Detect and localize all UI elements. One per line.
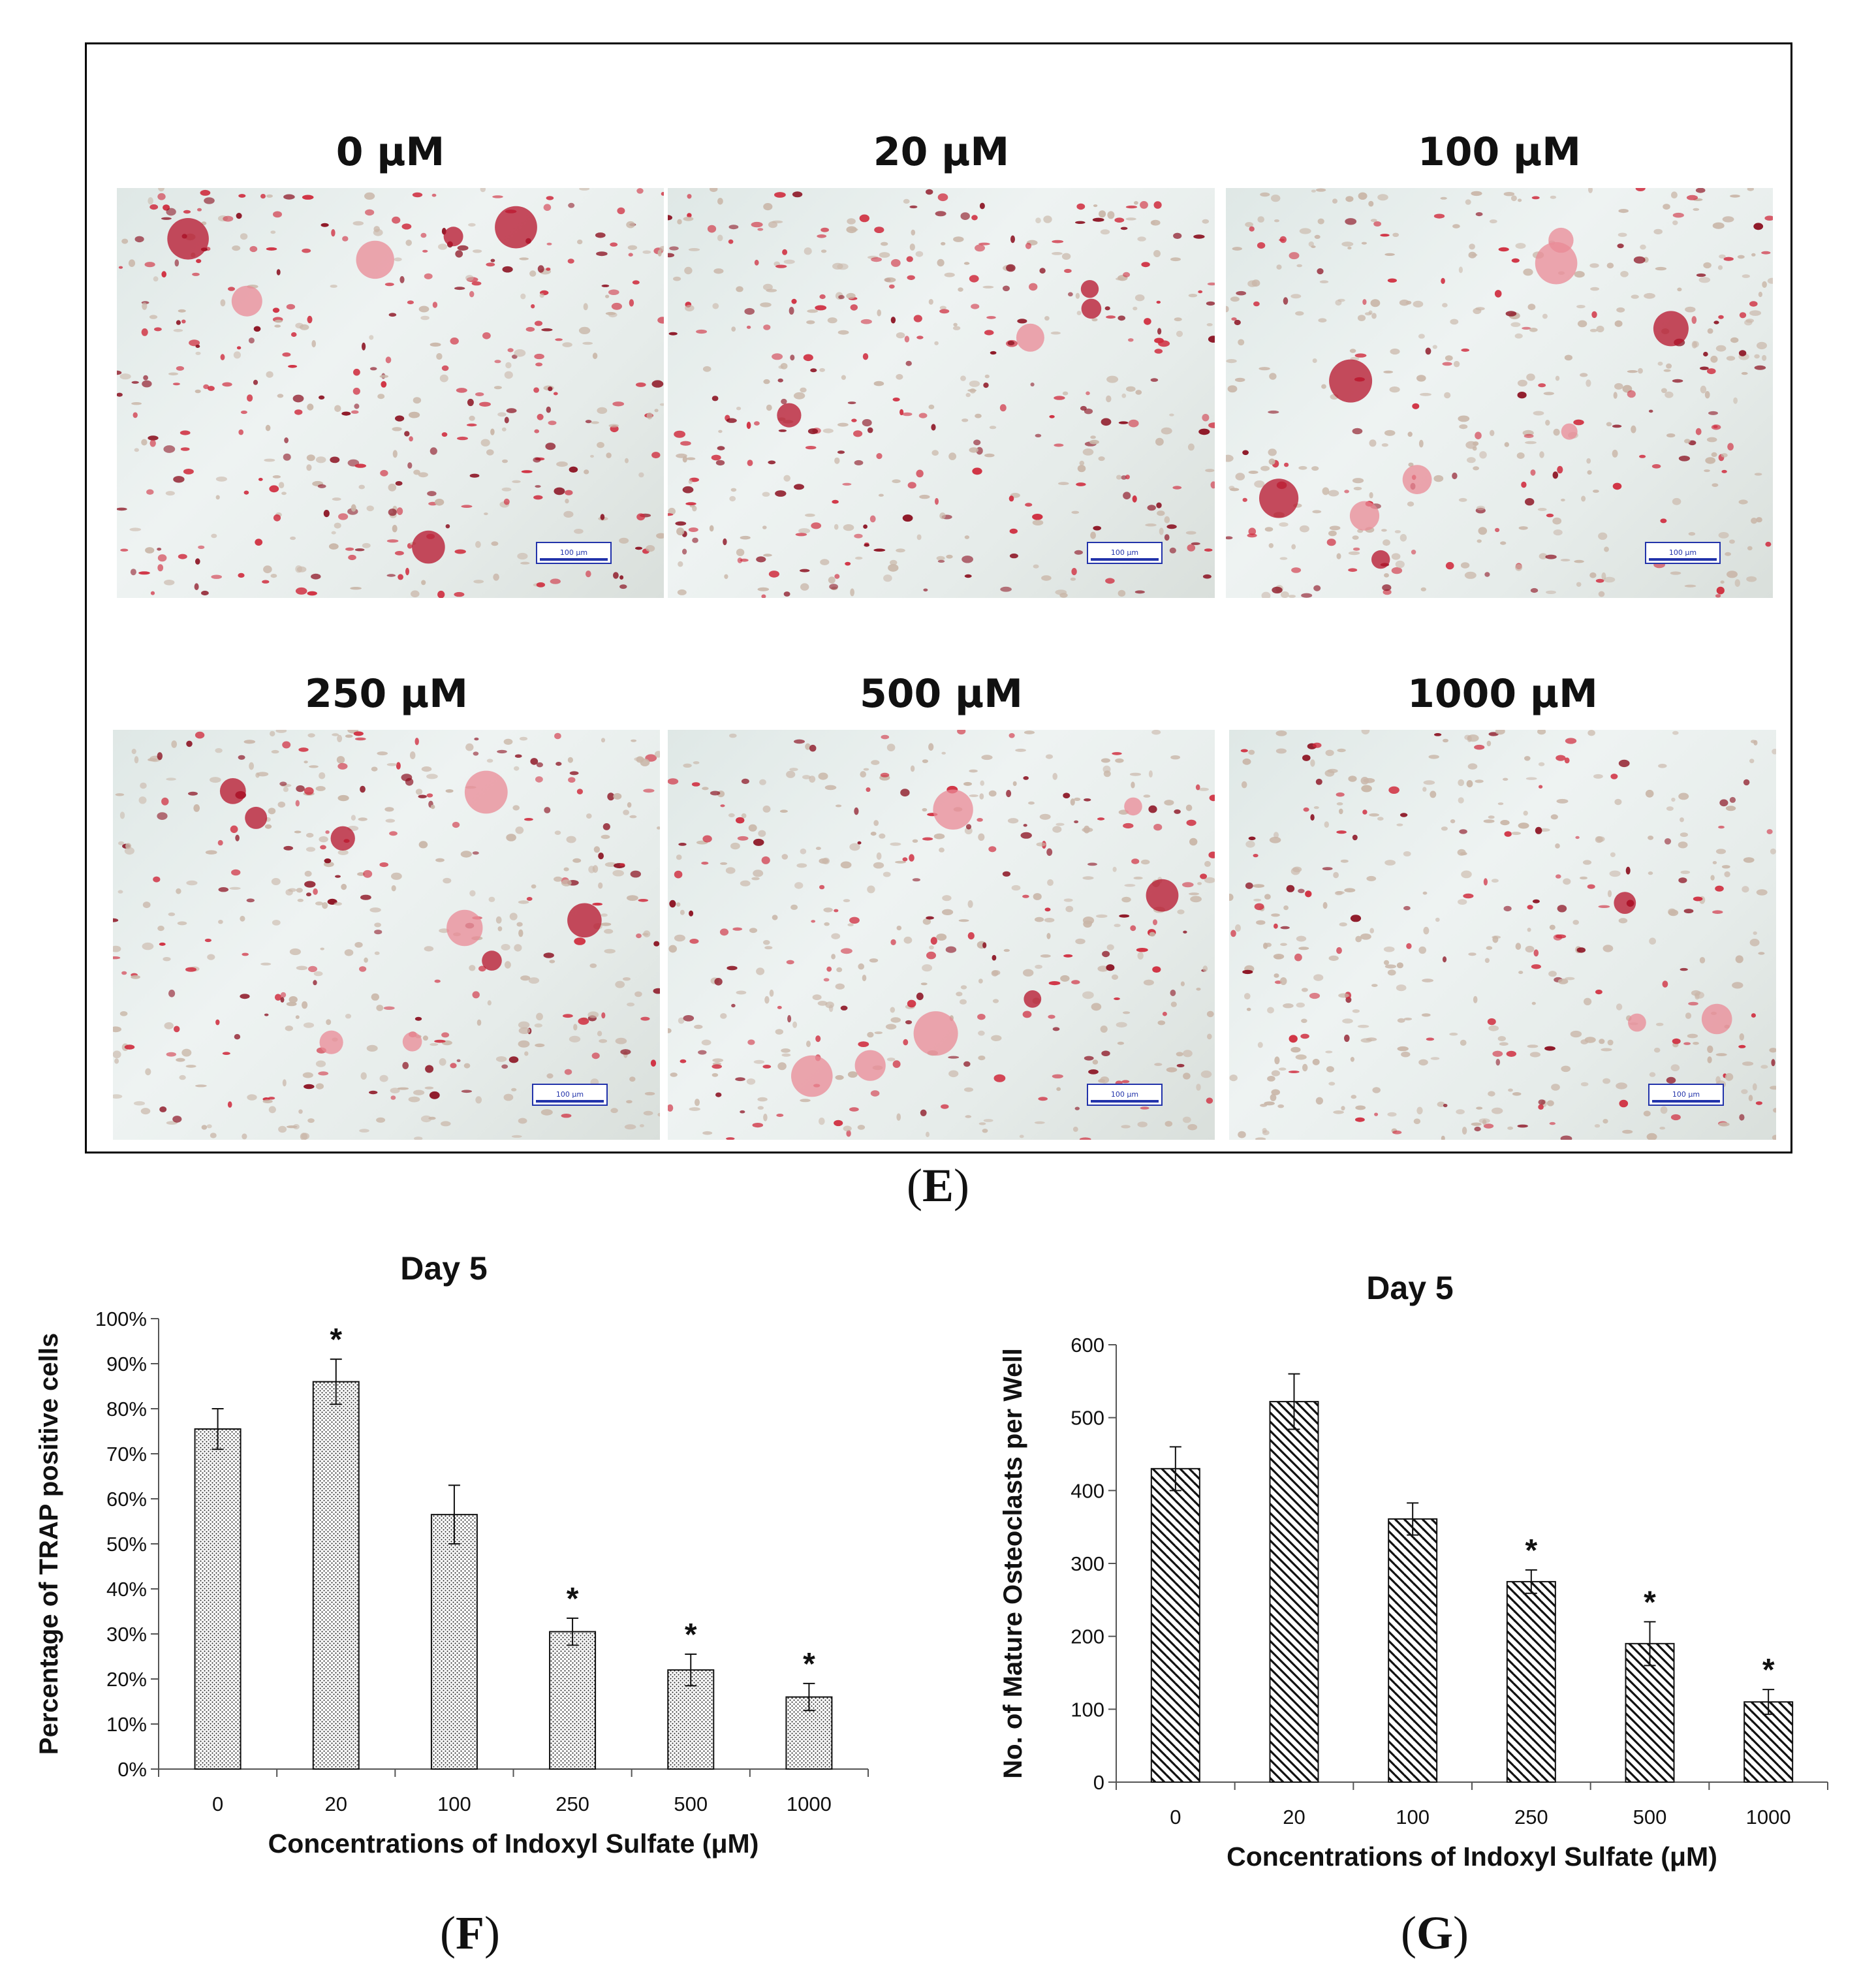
micrograph-label: 100 μM — [1418, 129, 1581, 175]
x-tick-label: 20 — [325, 1793, 347, 1815]
y-tick-label: 200 — [1071, 1625, 1104, 1648]
y-tick-label: 0% — [117, 1758, 147, 1781]
x-tick-label: 100 — [437, 1793, 471, 1815]
significance-marker: * — [1525, 1533, 1537, 1568]
bar — [1506, 1580, 1556, 1783]
significance-marker: * — [685, 1618, 697, 1652]
cell-texture — [1226, 188, 1773, 598]
panel-f-letter: (F) — [440, 1907, 500, 1959]
panel-e-letter-text: E — [922, 1159, 954, 1212]
scale-bar: 100 μm — [1645, 542, 1721, 564]
x-tick-label: 500 — [674, 1793, 708, 1815]
micrograph-image: 100 μm — [668, 188, 1215, 598]
micrograph-label: 20 μM — [873, 129, 1010, 175]
micrograph-image: 100 μm — [113, 730, 660, 1140]
scale-bar: 100 μm — [1087, 542, 1163, 564]
micrograph-label: 250 μM — [305, 671, 468, 717]
cell-texture — [668, 188, 1215, 598]
micrograph-label: 1000 μM — [1407, 671, 1598, 717]
significance-marker: * — [803, 1647, 815, 1682]
y-tick-label: 20% — [106, 1668, 147, 1691]
x-tick-label: 100 — [1396, 1806, 1430, 1828]
y-tick-label: 100 — [1071, 1698, 1104, 1721]
significance-marker: * — [1644, 1585, 1656, 1620]
bar — [194, 1428, 242, 1770]
y-tick-label: 0 — [1093, 1771, 1104, 1794]
x-tick-label: 0 — [212, 1793, 223, 1815]
x-axis-title: Concentrations of Indoxyl Sulfate (μM) — [1227, 1842, 1717, 1872]
y-tick-label: 400 — [1071, 1479, 1104, 1502]
x-tick-label: 1000 — [1746, 1806, 1791, 1828]
significance-marker: * — [567, 1582, 579, 1616]
bar — [1388, 1518, 1438, 1783]
scale-bar: 100 μm — [1648, 1084, 1724, 1106]
cell-texture — [117, 188, 664, 598]
panel-f-letter-text: F — [456, 1907, 484, 1959]
bar — [549, 1631, 597, 1770]
significance-marker: * — [330, 1323, 342, 1357]
chart-title: Day 5 — [400, 1250, 487, 1287]
bar — [1743, 1701, 1794, 1783]
y-tick-label: 70% — [106, 1443, 147, 1466]
x-axis-title: Concentrations of Indoxyl Sulfate (μM) — [268, 1828, 759, 1858]
cell-texture — [668, 730, 1215, 1140]
y-tick-label: 30% — [106, 1623, 147, 1646]
y-tick-label: 40% — [106, 1578, 147, 1601]
y-tick-label: 50% — [106, 1533, 147, 1556]
y-tick-label: 500 — [1071, 1407, 1104, 1430]
y-tick-label: 90% — [106, 1353, 147, 1375]
mature-osteoclasts-chart: Day 5 0 100 200 300 400 500 600 0 20 100 * 250 * 500 * 1… — [999, 1270, 1828, 1872]
bar — [1269, 1401, 1319, 1783]
x-tick-label: 20 — [1283, 1806, 1305, 1828]
bar — [1150, 1467, 1200, 1783]
micrograph-image: 100 μm — [1226, 188, 1773, 598]
micrograph-image: 100 μm — [117, 188, 664, 598]
scale-bar: 100 μm — [536, 542, 612, 564]
bar — [312, 1381, 360, 1770]
cell-texture — [113, 730, 660, 1140]
micrograph-image: 100 μm — [668, 730, 1215, 1140]
x-tick-label: 0 — [1170, 1806, 1181, 1828]
y-tick-label: 300 — [1071, 1552, 1104, 1575]
micrograph-image: 100 μm — [1229, 730, 1776, 1140]
y-axis-title: Percentage of TRAP positive cells — [35, 1333, 63, 1755]
x-tick-label: 1000 — [787, 1793, 832, 1815]
trap-positive-chart: Day 5 0% 10% 20% 30% 40% 50% 60% 70% 80% 90% 100% 0 *… — [35, 1250, 869, 1858]
y-tick-label: 10% — [106, 1713, 147, 1736]
micrograph-panel: 0 μM 100 μm 20 μM 100 μm 100 μM 100 μm 250 μM 1… — [85, 42, 1792, 1153]
chart-title: Day 5 — [1366, 1270, 1453, 1306]
y-tick-label: 80% — [106, 1398, 147, 1420]
scale-bar: 100 μm — [1087, 1084, 1163, 1106]
bar — [430, 1514, 478, 1770]
micrograph-label: 500 μM — [860, 671, 1023, 717]
x-tick-label: 250 — [1514, 1806, 1548, 1828]
y-axis-title: No. of Mature Osteoclasts per Well — [999, 1348, 1027, 1778]
panel-g-letter-text: G — [1416, 1907, 1453, 1959]
scale-bar: 100 μm — [532, 1084, 608, 1106]
micrograph-label: 0 μM — [336, 129, 445, 175]
y-tick-label: 600 — [1071, 1334, 1104, 1357]
x-tick-label: 500 — [1633, 1806, 1667, 1828]
panel-e-letter: (E) — [907, 1159, 969, 1212]
cell-texture — [1229, 730, 1776, 1140]
bar — [667, 1669, 715, 1770]
bar — [1625, 1642, 1675, 1783]
significance-marker: * — [1762, 1653, 1775, 1687]
x-tick-label: 250 — [555, 1793, 589, 1815]
panel-g-letter: (G) — [1401, 1907, 1469, 1959]
y-tick-label: 100% — [95, 1308, 147, 1330]
y-tick-label: 60% — [106, 1488, 147, 1511]
